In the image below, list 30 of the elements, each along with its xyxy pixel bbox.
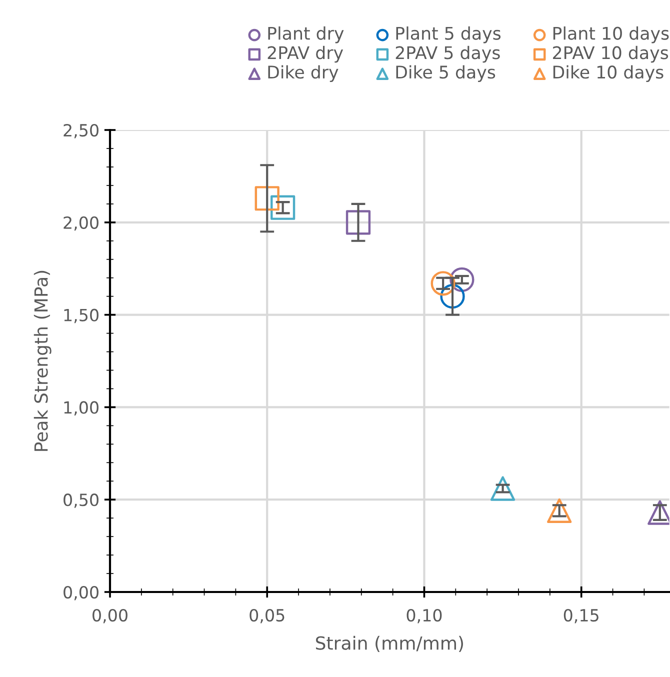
- point: [547, 498, 572, 523]
- point: [440, 284, 465, 309]
- legend-label: Dike 10 days: [553, 65, 664, 82]
- x-tick-label: 0,15: [564, 608, 598, 624]
- y-tick-label: 1,00: [64, 401, 98, 416]
- x-tick-label: 0,00: [92, 608, 128, 624]
- point: [490, 476, 516, 501]
- y-tick-label: 0,00: [64, 586, 98, 600]
- x-tick-label: 0,05: [250, 608, 284, 624]
- y-tick-label: 2,50: [64, 124, 98, 138]
- legend-label: 2PAV 10 days: [553, 46, 668, 63]
- legend-label: 2PAV dry: [268, 46, 344, 63]
- legend-label: Plant 5 days: [396, 26, 501, 44]
- point: [648, 500, 670, 525]
- y-tick-label: 2,00: [64, 216, 98, 231]
- x-axis-title: Strain (mm/mm): [316, 636, 463, 652]
- point: [450, 267, 474, 292]
- point: [430, 271, 456, 296]
- x-tick-label: 0,10: [406, 608, 442, 624]
- y-tick-label: 0,50: [64, 494, 98, 508]
- y-axis-title: Peak Strength (MPa): [34, 270, 52, 451]
- legend-label: Dike 5 days: [396, 65, 496, 82]
- legend-label: 2PAV 5 days: [396, 46, 500, 63]
- legend-label: Dike dry: [268, 65, 338, 82]
- legend-label: Plant dry: [268, 26, 344, 44]
- point: [254, 186, 280, 211]
- point: [270, 195, 296, 220]
- legend-label: Plant 10 days: [553, 26, 669, 44]
- y-tick-label: 1,50: [64, 308, 98, 324]
- point: [346, 210, 371, 235]
